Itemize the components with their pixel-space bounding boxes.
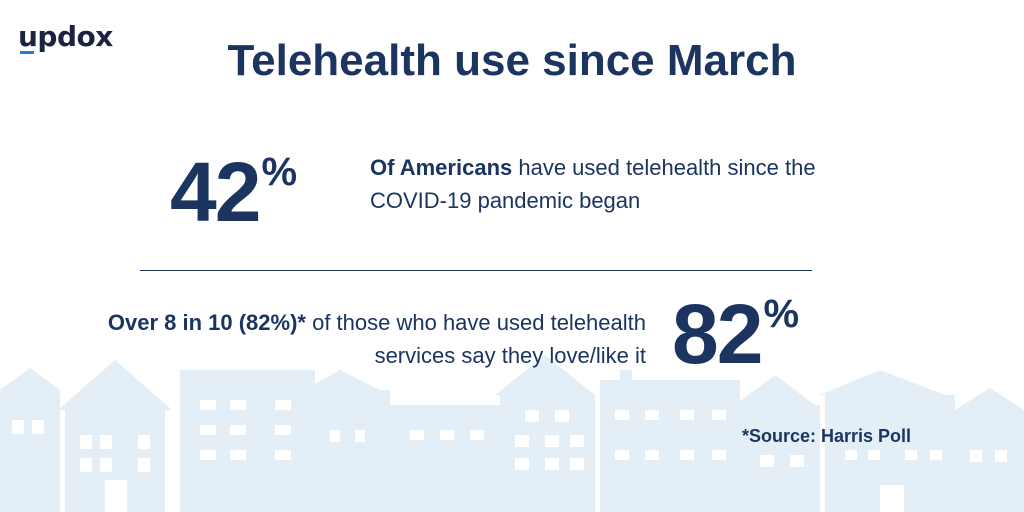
stat-number: 42: [170, 145, 261, 239]
stat-42-description: Of Americans have used telehealth since …: [370, 151, 890, 217]
stat-description-bold: Over 8 in 10 (82%)*: [107, 310, 306, 335]
logo-accent-bar: [20, 51, 34, 54]
page-title: Telehealth use since March: [227, 36, 797, 85]
houses-skyline-illustration: [0, 355, 1024, 512]
percent-sign: %: [261, 150, 297, 194]
percent-sign: %: [763, 292, 799, 336]
stat-description-text: have used telehealth since the COVID-19 …: [370, 155, 816, 213]
stat-description-text: of those who have used telehealth servic…: [305, 310, 646, 368]
stat-82-description: Over 8 in 10 (82%)* of those who have us…: [100, 306, 646, 372]
source-note: *Source: Harris Poll: [742, 426, 912, 446]
stat-82-percent: 82%: [672, 292, 799, 376]
updox-logo: updox: [18, 20, 113, 53]
stat-number: 82: [672, 287, 763, 381]
stat-description-bold: Of Americans: [370, 155, 513, 180]
stat-42-percent: 42%: [170, 150, 297, 234]
divider-line: [140, 270, 812, 271]
